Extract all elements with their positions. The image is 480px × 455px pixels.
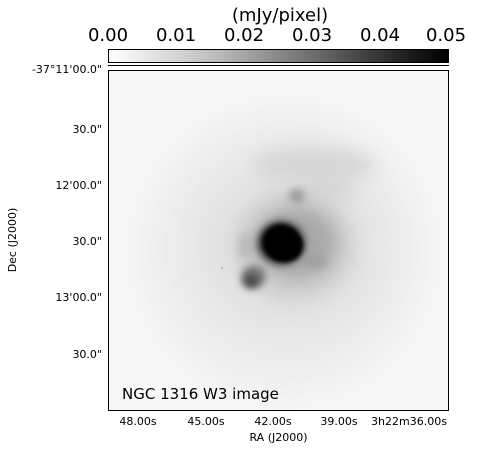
colorbar-separator: [108, 65, 449, 66]
x-axis-label: RA (J2000): [249, 431, 308, 444]
colorbar-tick-label: 0.02: [223, 25, 265, 46]
x-tick-label: 3h22m36.00s: [371, 415, 447, 428]
y-tick-label: 30.0": [72, 348, 102, 361]
x-tick-label: 39.00s: [320, 415, 358, 428]
y-tick-label: 30.0": [72, 235, 102, 248]
y-axis-label: Dec (J2000): [6, 207, 19, 273]
colorbar-unit-label: (mJy/pixel): [231, 5, 329, 26]
image-caption: NGC 1316 W3 image: [122, 385, 279, 403]
colorbar-tick-label: 0.03: [291, 25, 333, 46]
x-tick-label: 45.00s: [187, 415, 225, 428]
y-tick-label: 12'00.0": [55, 179, 102, 192]
x-tick-label: 42.00s: [254, 415, 292, 428]
galaxy-image: [109, 71, 448, 410]
colorbar-tick-label: 0.00: [87, 25, 129, 46]
galaxy-image-frame: [108, 70, 449, 411]
y-tick-label: 30.0": [72, 123, 102, 136]
colorbar-tick-label: 0.04: [359, 25, 401, 46]
colorbar-gradient: [108, 49, 449, 63]
colorbar-tick-label: 0.05: [425, 25, 467, 46]
colorbar-tick-label: 0.01: [155, 25, 197, 46]
y-tick-label: -37°11'00.0": [31, 63, 102, 76]
y-tick-label: 13'00.0": [55, 291, 102, 304]
x-tick-label: 48.00s: [119, 415, 157, 428]
